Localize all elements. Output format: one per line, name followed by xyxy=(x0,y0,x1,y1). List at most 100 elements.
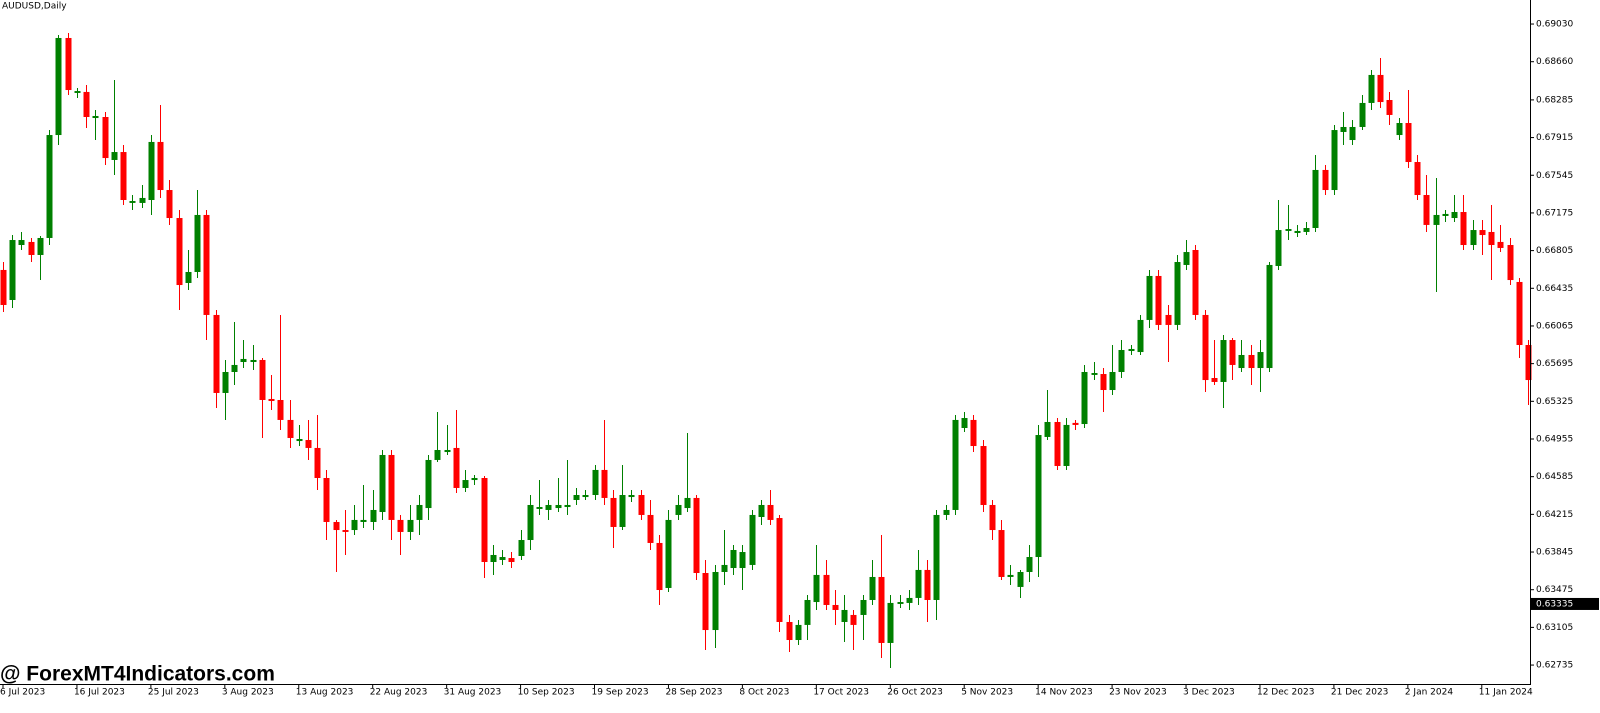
candle-body xyxy=(1294,230,1301,233)
candle-body xyxy=(933,514,940,600)
candle-body xyxy=(1054,421,1061,466)
candle-body xyxy=(1081,371,1088,425)
candle-body xyxy=(1192,249,1199,315)
x-tick-label: 12 Dec 2023 xyxy=(1257,688,1315,698)
candle-body xyxy=(240,358,247,363)
candle-body xyxy=(194,214,201,272)
candle-body xyxy=(943,509,950,515)
candle-body xyxy=(1007,574,1014,577)
candle-body xyxy=(924,569,931,600)
y-tick-label: 0.66435 xyxy=(1536,284,1573,294)
x-tick-label: 3 Dec 2023 xyxy=(1183,688,1235,698)
candle-body xyxy=(915,569,922,598)
candle-body xyxy=(1174,262,1181,325)
x-tick-label: 22 Aug 2023 xyxy=(370,688,428,698)
candle-body xyxy=(1349,126,1356,141)
candle-body xyxy=(1238,354,1245,369)
candle-body xyxy=(74,91,81,93)
candle-body xyxy=(1275,230,1282,266)
candle-body xyxy=(499,557,506,560)
candle-body xyxy=(1488,231,1495,246)
candle-body xyxy=(277,399,284,420)
candle-body xyxy=(296,438,303,442)
candle-body xyxy=(28,241,35,255)
candle-body xyxy=(323,477,330,522)
candle-body xyxy=(18,240,25,246)
candle-body xyxy=(508,558,515,563)
candle-body xyxy=(527,504,534,541)
candle-body xyxy=(795,624,802,641)
candle-body xyxy=(1377,74,1384,103)
x-tick-label: 23 Nov 2023 xyxy=(1109,688,1167,698)
candle-body xyxy=(185,271,192,283)
candle-body xyxy=(102,117,109,159)
candle-body xyxy=(360,519,367,522)
candle-body xyxy=(970,419,977,447)
x-tick-label: 10 Sep 2023 xyxy=(518,688,575,698)
candle-body xyxy=(434,449,441,460)
candle-body xyxy=(157,141,164,191)
y-tick-label: 0.64955 xyxy=(1536,434,1573,444)
candle-body xyxy=(536,507,543,509)
candle-body xyxy=(46,135,53,238)
x-tick-label: 28 Sep 2023 xyxy=(665,688,722,698)
candle-body xyxy=(739,552,746,569)
x-tick-label: 8 Oct 2023 xyxy=(739,688,789,698)
candle-body xyxy=(111,152,118,160)
candle-body xyxy=(1137,319,1144,353)
current-price-label: 0.63335 xyxy=(1536,599,1573,609)
candle-body xyxy=(1479,230,1486,236)
candle-body xyxy=(120,152,127,200)
x-tick-label: 17 Oct 2023 xyxy=(813,688,869,698)
x-tick-label: 16 Jul 2023 xyxy=(74,688,125,698)
candle-body xyxy=(804,599,811,625)
candle-body xyxy=(55,37,62,136)
candle-body xyxy=(832,604,839,610)
candle-body xyxy=(37,237,44,255)
candle-body xyxy=(1497,241,1504,248)
plot-area xyxy=(0,32,1532,669)
candle-body xyxy=(813,574,820,603)
candle-body xyxy=(397,519,404,532)
candle-body xyxy=(1331,130,1338,191)
y-tick-label: 0.63105 xyxy=(1536,623,1573,633)
candle-body xyxy=(684,497,691,509)
candle-body xyxy=(545,504,552,510)
candle-body xyxy=(1035,435,1042,558)
candle-body xyxy=(453,447,460,488)
candle-body xyxy=(592,469,599,496)
candle-body xyxy=(1525,345,1532,381)
y-tick-label: 0.67915 xyxy=(1536,133,1573,143)
candle-body xyxy=(1285,229,1292,231)
candle-body xyxy=(850,614,857,625)
candle-body xyxy=(841,609,848,622)
candle-body xyxy=(721,564,728,572)
candle-body xyxy=(638,495,645,515)
candle-body xyxy=(1368,74,1375,103)
candle-body xyxy=(1248,354,1255,369)
candle-body xyxy=(490,554,497,563)
candle-body xyxy=(305,440,312,448)
candle-body xyxy=(1063,424,1070,466)
x-tick-label: 3 Aug 2023 xyxy=(222,688,274,698)
candle-body xyxy=(314,447,321,478)
candle-body xyxy=(83,91,90,118)
x-tick-label: 21 Dec 2023 xyxy=(1331,688,1389,698)
candle-body xyxy=(176,218,183,286)
candle-body xyxy=(656,542,663,591)
candle-body xyxy=(462,480,469,488)
candle-body xyxy=(1507,245,1514,281)
candle-body xyxy=(786,621,793,641)
candle-body xyxy=(65,37,72,91)
candle-body xyxy=(1303,228,1310,232)
y-tick-label: 0.64215 xyxy=(1536,510,1573,520)
candle-body xyxy=(1442,213,1449,216)
candle-body xyxy=(1220,340,1227,382)
candle-body xyxy=(1396,123,1403,136)
candle-body xyxy=(388,454,395,520)
candle-body xyxy=(250,359,257,363)
candle-body xyxy=(767,504,774,520)
